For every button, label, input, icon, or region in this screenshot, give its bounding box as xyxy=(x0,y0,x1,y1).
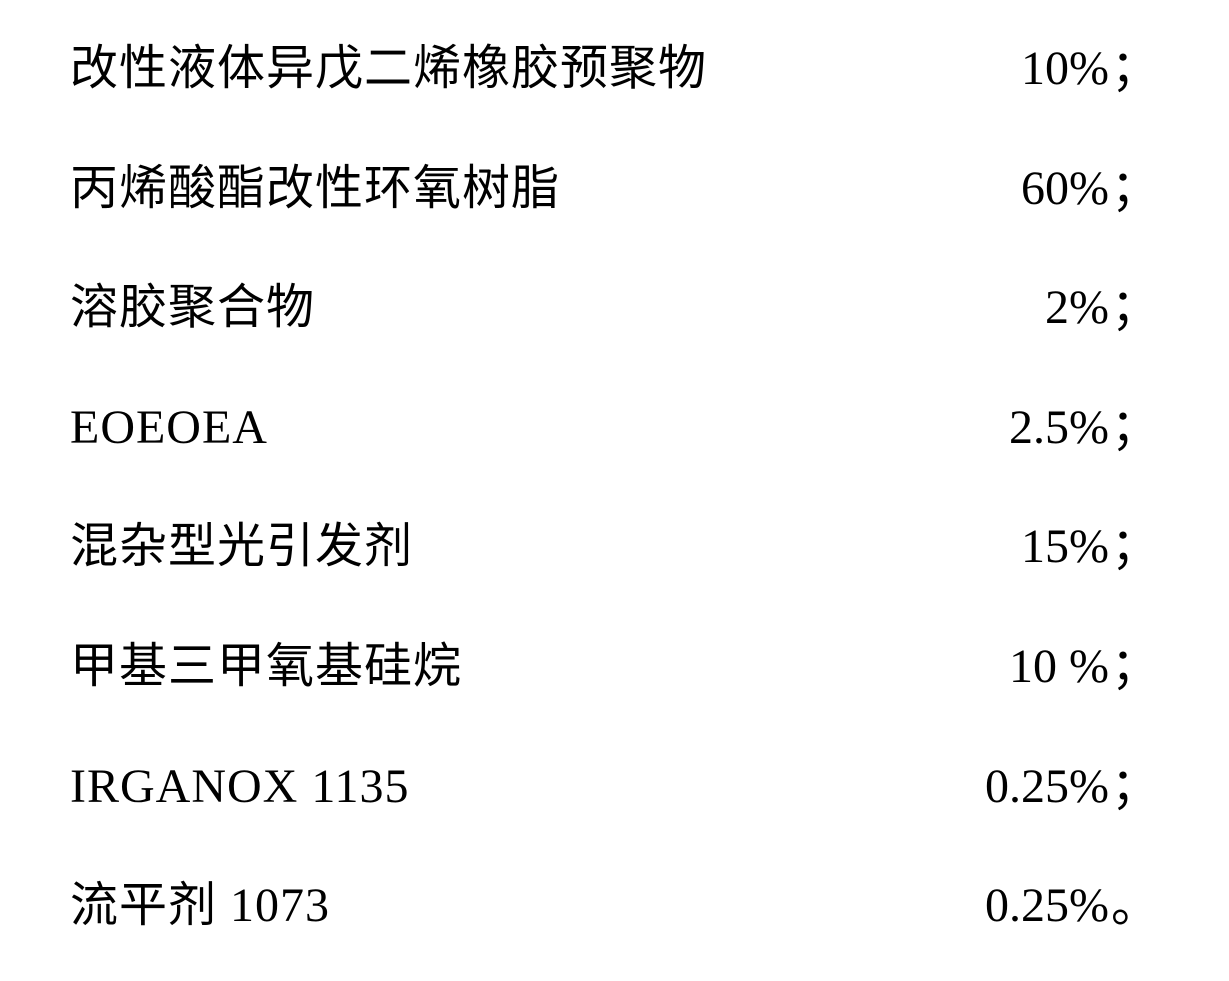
ingredient-label: 改性液体异戊二烯橡胶预聚物 xyxy=(70,40,707,98)
punctuation: ； xyxy=(1111,160,1159,218)
percentage-value: 15% xyxy=(1021,518,1109,576)
ingredient-label: 丙烯酸酯改性环氧树脂 xyxy=(70,160,560,218)
value-group: 0.25% ； xyxy=(985,758,1159,816)
table-row: IRGANOX 1135 0.25% ； xyxy=(70,758,1159,816)
percentage-value: 2% xyxy=(1045,279,1109,337)
value-group: 10 % ； xyxy=(1009,638,1159,696)
punctuation: 。 xyxy=(1111,877,1159,935)
ingredient-label: 溶胶聚合物 xyxy=(70,279,315,337)
value-group: 10% ； xyxy=(1021,40,1159,98)
formula-table: 改性液体异戊二烯橡胶预聚物 10% ； 丙烯酸酯改性环氧树脂 60% ； 溶胶聚… xyxy=(70,40,1159,935)
table-row: 改性液体异戊二烯橡胶预聚物 10% ； xyxy=(70,40,1159,98)
value-group: 2.5% ； xyxy=(1009,399,1159,457)
ingredient-label: 流平剂 1073 xyxy=(70,877,330,935)
value-group: 0.25% 。 xyxy=(985,877,1159,935)
punctuation: ； xyxy=(1111,518,1159,576)
punctuation: ； xyxy=(1111,638,1159,696)
punctuation: ； xyxy=(1111,40,1159,98)
punctuation: ； xyxy=(1111,279,1159,337)
table-row: 流平剂 1073 0.25% 。 xyxy=(70,877,1159,935)
punctuation: ； xyxy=(1111,758,1159,816)
table-row: 丙烯酸酯改性环氧树脂 60% ； xyxy=(70,160,1159,218)
table-row: 甲基三甲氧基硅烷 10 % ； xyxy=(70,638,1159,696)
percentage-value: 2.5% xyxy=(1009,399,1109,457)
value-group: 15% ； xyxy=(1021,518,1159,576)
ingredient-label: 甲基三甲氧基硅烷 xyxy=(70,638,462,696)
percentage-value: 10 % xyxy=(1009,638,1109,696)
ingredient-label: EOEOEA xyxy=(70,399,268,457)
table-row: 混杂型光引发剂 15% ； xyxy=(70,518,1159,576)
value-group: 2% ； xyxy=(1045,279,1159,337)
ingredient-label: IRGANOX 1135 xyxy=(70,758,410,816)
punctuation: ； xyxy=(1111,399,1159,457)
table-row: 溶胶聚合物 2% ； xyxy=(70,279,1159,337)
table-row: EOEOEA 2.5% ； xyxy=(70,399,1159,457)
percentage-value: 60% xyxy=(1021,160,1109,218)
percentage-value: 0.25% xyxy=(985,877,1109,935)
ingredient-label: 混杂型光引发剂 xyxy=(70,518,413,576)
percentage-value: 0.25% xyxy=(985,758,1109,816)
percentage-value: 10% xyxy=(1021,40,1109,98)
value-group: 60% ； xyxy=(1021,160,1159,218)
